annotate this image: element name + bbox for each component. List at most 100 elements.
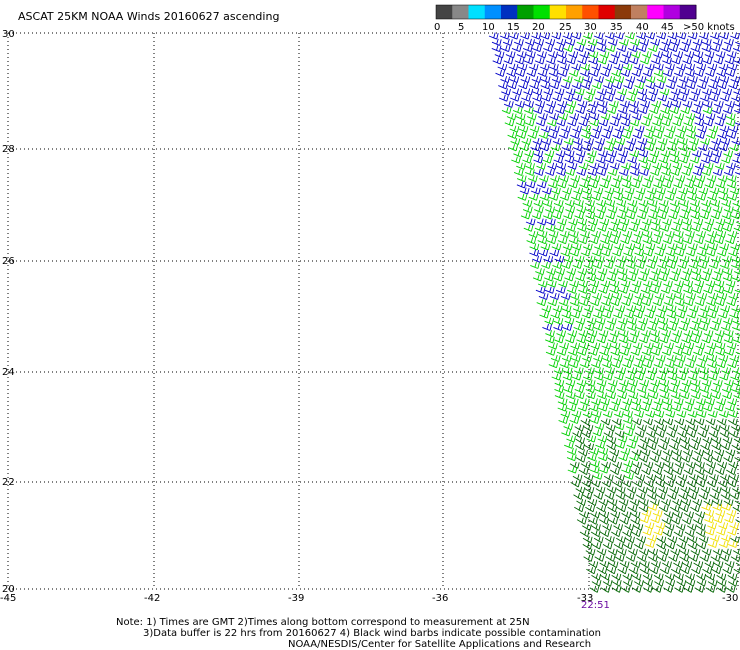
wind-barb (590, 511, 601, 519)
wind-barb (543, 44, 553, 53)
wind-barb (548, 69, 559, 77)
wind-barb (707, 63, 718, 71)
wind-barb (553, 199, 564, 207)
wind-barb (578, 449, 588, 457)
wind-barb (637, 274, 648, 282)
x-tick-label: -36 (432, 593, 448, 604)
wind-barb (595, 317, 606, 325)
wind-barb (719, 554, 730, 562)
wind-barb (609, 467, 620, 475)
wind-barb (663, 131, 674, 139)
wind-barb (708, 292, 719, 300)
wind-barb (530, 144, 541, 152)
wind-barb (710, 212, 721, 220)
wind-barb (697, 430, 708, 438)
wind-barb (714, 286, 725, 294)
wind-barb (682, 268, 693, 276)
wind-barb (724, 57, 735, 65)
wind-barb (638, 106, 648, 115)
wind-barb (629, 454, 640, 462)
wind-barb (617, 224, 628, 232)
wind-barb (670, 567, 681, 575)
wind-barb (662, 181, 672, 189)
wind-barb (583, 474, 594, 482)
wind-barb (565, 336, 575, 344)
wind-barb (670, 392, 681, 400)
wind-barb (584, 486, 595, 494)
scale-label: 10 (482, 22, 495, 33)
wind-barb (649, 286, 660, 294)
wind-barb (559, 342, 569, 350)
wind-barb (720, 474, 730, 482)
wind-barb (679, 212, 690, 220)
wind-barb (546, 237, 557, 245)
wind-barb (628, 435, 639, 443)
wind-barb (557, 51, 568, 59)
wind-barb (682, 560, 693, 568)
wind-barb (639, 436, 650, 444)
wind-barb (728, 430, 739, 438)
wind-barb (699, 424, 710, 432)
wind-barb (634, 542, 644, 550)
wind-barb (602, 542, 613, 550)
wind-barb (571, 410, 582, 418)
wind-barb (606, 106, 617, 115)
wind-barb (649, 455, 660, 463)
wind-barb (589, 113, 600, 121)
wind-barb (568, 348, 578, 356)
note-line-2: 3)Data buffer is 22 hrs from 20160627 4)… (143, 628, 601, 639)
wind-barb (620, 447, 631, 455)
wind-barb (540, 32, 551, 40)
wind-barb (637, 94, 648, 102)
wind-barb (675, 175, 686, 183)
wind-barb (564, 199, 575, 207)
wind-barb (671, 57, 681, 65)
wind-barb (613, 523, 624, 531)
wind-barb (674, 69, 684, 77)
wind-barb (731, 443, 740, 451)
wind-barb (581, 175, 592, 183)
wind-barb (659, 548, 670, 556)
wind-barb (593, 492, 604, 500)
wind-barb (658, 367, 669, 375)
wind-barb (724, 218, 735, 226)
wind-barb (658, 505, 669, 513)
wind-barb (712, 498, 723, 506)
wind-barb (545, 224, 556, 232)
wind-barb (697, 125, 708, 133)
wind-barb (501, 106, 512, 115)
wind-barb (661, 119, 671, 127)
wind-barb (572, 474, 583, 482)
wind-barb (691, 106, 702, 115)
wind-barb (704, 51, 715, 59)
wind-barb (548, 361, 559, 369)
wind-barb (571, 63, 581, 71)
wind-barb (672, 467, 683, 475)
wind-barb (657, 137, 668, 146)
wind-barb (598, 330, 609, 338)
wind-barb (626, 94, 636, 102)
wind-barb (705, 585, 716, 593)
wind-barb (719, 125, 730, 133)
wind-barb (639, 38, 650, 46)
wind-barb (633, 63, 644, 71)
wind-barb (576, 379, 587, 387)
wind-barb (523, 57, 534, 65)
wind-barb (671, 268, 682, 276)
wind-barb (606, 436, 617, 444)
wind-barb (641, 348, 652, 356)
wind-barb (692, 517, 703, 525)
wind-barb (711, 392, 722, 400)
wind-barb (627, 156, 637, 164)
wind-barb (727, 573, 738, 581)
wind-barb (525, 162, 535, 170)
wind-barb (523, 224, 534, 232)
wind-barb (710, 367, 720, 375)
wind-barb (610, 348, 621, 356)
wind-barb (562, 373, 573, 381)
wind-barb (671, 224, 681, 232)
wind-barb (540, 125, 551, 133)
wind-barb (641, 181, 652, 189)
wind-barb (687, 354, 697, 362)
wind-barb (626, 486, 637, 494)
